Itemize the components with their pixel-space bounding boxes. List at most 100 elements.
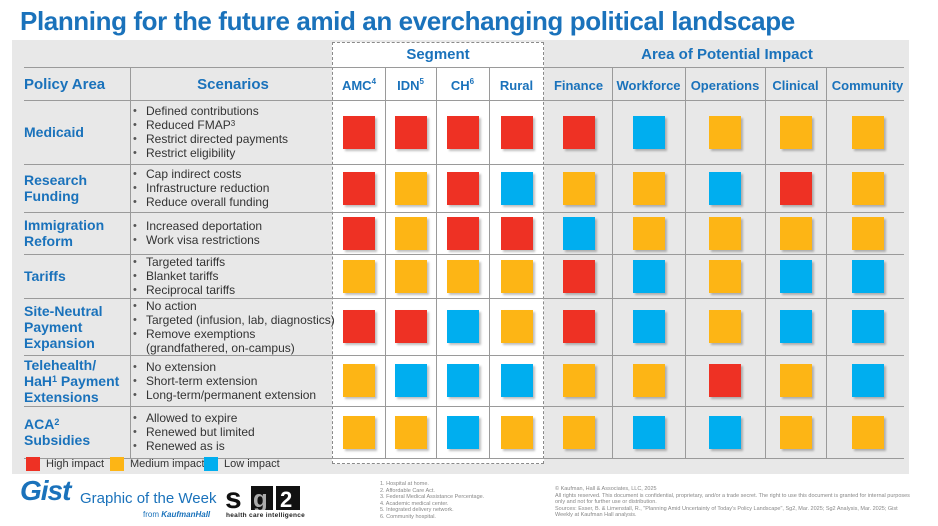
impact-cell-medium [851, 216, 884, 250]
scenario-item: Remove exemptions [133, 327, 335, 341]
policy-area-line: Funding [24, 188, 80, 204]
row-divider [24, 355, 904, 356]
column-header-label: Finance [553, 78, 604, 93]
scenario-item: Infrastructure reduction [133, 181, 269, 195]
svg-text:g: g [253, 486, 268, 510]
kaufmanhall-logo: KaufmanHall [161, 510, 211, 519]
impact-cell-low [394, 364, 427, 397]
impact-cell-high [343, 310, 375, 343]
impact-cell-medium [709, 259, 741, 293]
scenario-list: No extensionShort-term extensionLong-ter… [133, 360, 316, 402]
legend-medium-label: Medium impact [130, 458, 205, 470]
column-header-label: Clinical [772, 78, 819, 93]
scenarios-header: Scenarios [197, 76, 269, 93]
impact-cell-high [446, 115, 479, 149]
impact-cell-medium [709, 115, 741, 149]
scenario-item: (grandfathered, on-campus) [146, 340, 295, 355]
impact-cell-low [446, 364, 479, 397]
footnote-line: 3. Federal Medical Assistance Percentage… [380, 494, 485, 501]
column-header-label: Workforce [616, 78, 681, 93]
column-divider [826, 67, 827, 458]
footnote-line: 6. Community hospital. [380, 513, 436, 520]
scenario-item: Targeted tariffs [133, 255, 235, 269]
impact-cell-high [343, 115, 375, 149]
svg-text:2: 2 [280, 487, 292, 510]
column-header-label: IDN [397, 78, 420, 93]
impact-cell-high [343, 216, 375, 250]
impact-cell-medium [394, 415, 427, 449]
impact-cell-medium [851, 415, 884, 449]
scenario-item: Reduce overall funding [133, 195, 269, 209]
footnote-line: 1. Hospital at home. [380, 481, 429, 487]
column-divider [385, 67, 386, 458]
group-header-divider [24, 67, 904, 68]
scenario-item: Work visa restrictions [133, 233, 262, 247]
footnote-ref: 1 [52, 373, 58, 384]
impact-cell-medium [632, 364, 665, 397]
column-header-workforce: Workforce [612, 78, 685, 93]
scenario-item: Short-term extension [133, 374, 316, 388]
impact-cell-medium [562, 171, 595, 205]
impact-cell-medium [343, 259, 375, 293]
impact-cell-low [446, 415, 479, 449]
scenario-item: Long-term/permanent extension [133, 388, 316, 402]
impact-cell-medium [394, 171, 427, 205]
column-divider [436, 67, 437, 458]
impact-cell-high [562, 115, 595, 149]
impact-cell-medium [446, 259, 479, 293]
impact-cell-low [779, 310, 812, 343]
policy-area-label: Immigration Reform [24, 217, 104, 249]
from-label: from [143, 510, 159, 519]
impact-cell-low [709, 415, 741, 449]
impact-cell-high [343, 171, 375, 205]
column-header-label: AMC [341, 78, 372, 93]
column-divider [130, 67, 131, 458]
scenario-list: Allowed to expireRenewed but limitedRene… [133, 411, 255, 453]
copyright-line: © Kaufman, Hall & Associates, LLC, 2025 [555, 486, 657, 492]
impact-cell-low [851, 310, 884, 343]
policy-area-line: Telehealth/ [24, 356, 97, 373]
footnote-line: 4. Academic medical center. [380, 500, 449, 507]
sg2-tagline: health care intelligence [226, 512, 306, 519]
legend-low-label: Low impact [224, 458, 280, 470]
impact-cell-medium [562, 364, 595, 397]
scenario-list: Cap indirect costsInfrastructure reducti… [133, 167, 269, 209]
scenario-item: Reciprocal tariffs [133, 283, 235, 297]
impact-group-header: Area of Potential Impact [641, 46, 813, 63]
impact-cell-medium [632, 216, 665, 250]
impact-cell-high [500, 115, 533, 149]
impact-cell-medium [851, 171, 884, 205]
row-divider [24, 212, 904, 213]
impact-cell-low [500, 171, 533, 205]
impact-cell-medium [779, 364, 812, 397]
policy-area-line: Reform [24, 233, 74, 249]
impact-cell-low [851, 364, 884, 397]
scenario-item: Targeted (infusion, lab, diagnostics) [133, 313, 335, 327]
column-header-finance: Finance [545, 78, 612, 93]
copyright-line: All rights reserved. This document is co… [555, 492, 910, 506]
policy-area-line: Research [24, 172, 88, 188]
impact-cell-high [562, 310, 595, 343]
column-divider [489, 67, 490, 458]
legend-low: Low impact [204, 457, 280, 471]
legend-high-label: High impact [46, 458, 105, 470]
scenario-item: Reduced FMAP3 [133, 118, 288, 132]
policy-area-line: ACA2 [24, 416, 60, 432]
footnote-ref: 3 [230, 119, 236, 128]
footnote-ref: 2 [54, 417, 60, 427]
footnote-ref: 5 [419, 77, 424, 86]
impact-cell-medium [779, 115, 812, 149]
footnotes: 1. Hospital at home. 2. Affordable Care A… [380, 481, 484, 521]
column-header-amc: AMC4 [333, 77, 385, 93]
impact-cell-low [446, 310, 479, 343]
policy-area-line: Site-Neutral [24, 302, 103, 319]
column-header-clinical: Clinical [765, 78, 826, 93]
policy-area-label: Site-Neutral Payment Expansion [24, 303, 103, 351]
impact-cell-low [562, 216, 595, 250]
scenario-list: Targeted tariffsBlanket tariffsReciproca… [133, 255, 235, 297]
scenario-item: Increased deportation [133, 219, 262, 233]
impact-cell-low [632, 310, 665, 343]
impact-cell-low [632, 259, 665, 293]
row-divider [24, 406, 904, 407]
footnote-line: 5. Integrated delivery network. [380, 507, 454, 514]
